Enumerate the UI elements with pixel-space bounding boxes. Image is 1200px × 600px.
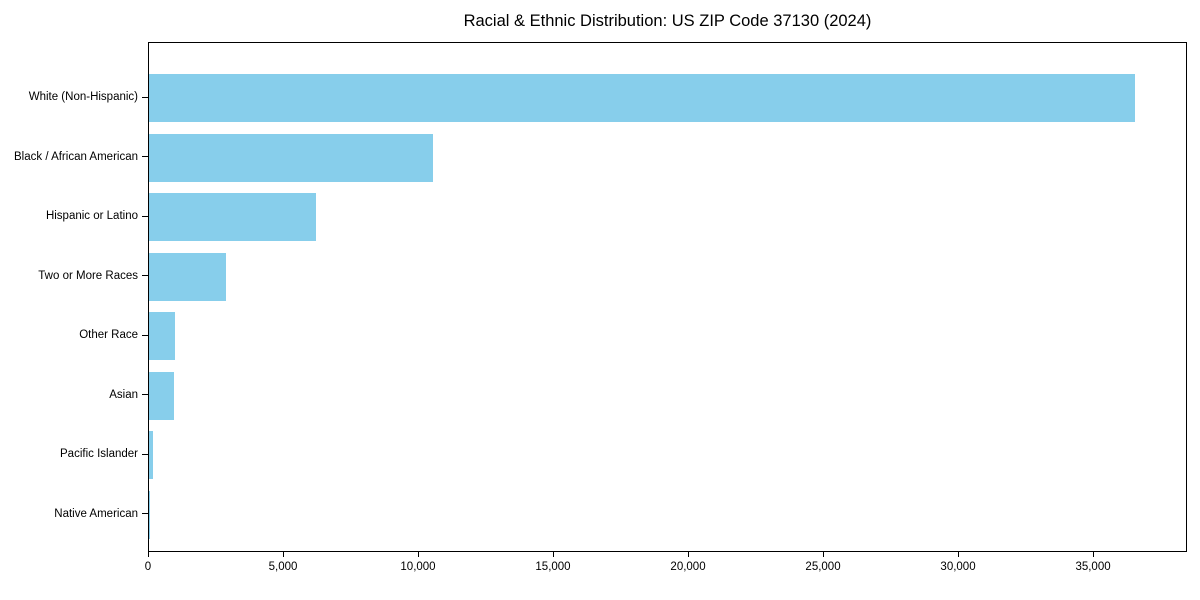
bar	[149, 431, 153, 480]
y-axis-label: Hispanic or Latino	[45, 210, 138, 223]
y-tick-mark	[142, 453, 148, 455]
x-tick-mark	[282, 552, 284, 557]
bar	[149, 193, 316, 242]
y-tick-mark	[142, 156, 148, 158]
bar	[149, 312, 176, 361]
x-tick-mark	[957, 552, 959, 557]
y-axis-label: Other Race	[79, 329, 138, 342]
y-axis-label: Two or More Races	[38, 269, 138, 282]
x-axis-tick-label: 10,000	[400, 561, 436, 573]
y-tick-mark	[142, 215, 148, 217]
bar	[149, 490, 150, 539]
y-axis-label: Black / African American	[14, 150, 138, 163]
y-tick-mark	[142, 513, 148, 515]
y-tick-mark	[142, 334, 148, 336]
x-axis-tick-label: 5,000	[268, 561, 298, 573]
x-tick-mark	[417, 552, 419, 557]
y-tick-mark	[142, 275, 148, 277]
y-axis-label: White (Non-Hispanic)	[28, 91, 138, 103]
x-tick-mark	[552, 552, 554, 557]
chart-title: Racial & Ethnic Distribution: US ZIP Cod…	[463, 12, 872, 30]
x-tick-mark	[687, 552, 689, 557]
bar	[149, 252, 226, 301]
y-tick-mark	[142, 96, 148, 98]
x-tick-mark	[822, 552, 824, 557]
y-axis-label: Pacific Islander	[60, 448, 138, 461]
y-axis-label: Asian	[109, 388, 138, 401]
y-axis-label: Native American	[54, 507, 138, 520]
x-axis-tick-label: 0	[144, 561, 152, 573]
x-tick-mark	[1092, 552, 1094, 557]
bar	[149, 74, 1136, 122]
y-tick-mark	[142, 394, 148, 396]
plot-area	[148, 42, 1187, 552]
x-axis-tick-label: 30,000	[940, 561, 976, 573]
x-axis-tick-label: 25,000	[805, 561, 841, 573]
x-axis-tick-label: 15,000	[535, 561, 571, 573]
x-axis-tick-label: 20,000	[670, 561, 706, 573]
bar	[149, 133, 434, 182]
x-tick-mark	[147, 552, 149, 557]
x-axis-tick-label: 35,000	[1075, 561, 1111, 573]
bar	[149, 371, 174, 420]
